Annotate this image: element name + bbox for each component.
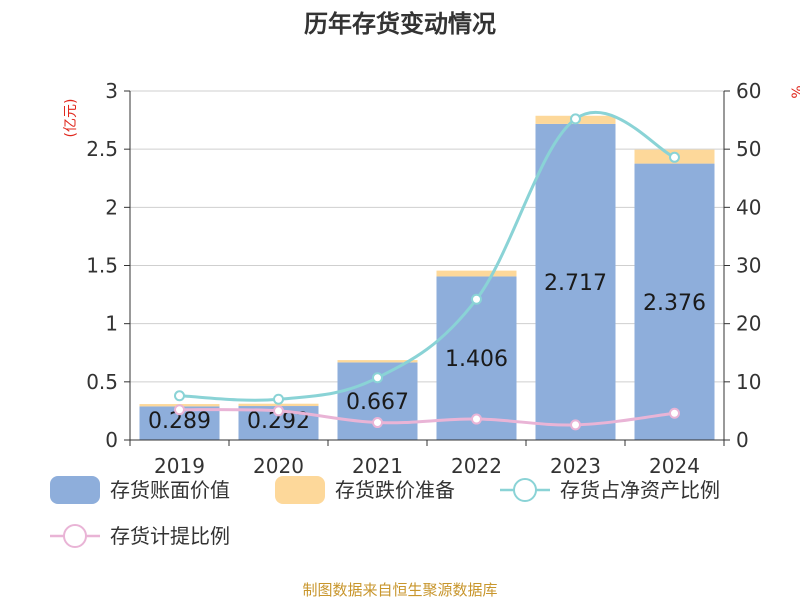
left-tick-label: 1.5	[86, 254, 118, 278]
left-tick-label: 1	[105, 312, 118, 336]
bar-book-value	[634, 163, 715, 441]
legend-swatch	[50, 476, 100, 504]
bar-impairment	[436, 270, 517, 277]
line-provision-ratio-point	[174, 404, 185, 416]
bar-book-value	[535, 123, 616, 440]
line-net-asset-ratio-point	[669, 151, 680, 163]
bar-value-label: 1.406	[445, 347, 508, 372]
lines	[174, 110, 680, 431]
left-tick-label: 2	[105, 195, 118, 219]
line-provision-ratio-point	[372, 417, 383, 429]
right-tick-label: 20	[736, 312, 761, 336]
bar-impairment	[238, 403, 319, 407]
line-provision-ratio	[179, 408, 675, 427]
line-net-asset-ratio-point	[174, 390, 185, 402]
right-tick-label: 60	[736, 79, 761, 103]
bar-impairment	[337, 360, 418, 363]
bar-value-label: 2.376	[643, 291, 706, 316]
legend-swatch	[275, 476, 325, 504]
line-provision-ratio-point	[273, 405, 284, 417]
grid	[130, 90, 724, 383]
left-tick-label: 2.5	[86, 137, 118, 161]
source-note: 制图数据来自恒生聚源数据库	[302, 581, 497, 599]
left-tick-label: 3	[105, 79, 118, 103]
line-provision-ratio-point	[471, 413, 482, 425]
right-tick-label: 50	[736, 137, 761, 161]
x-tick-label: 2024	[649, 454, 700, 478]
x-tick-label: 2021	[352, 454, 403, 478]
x-tick-label: 2022	[451, 454, 502, 478]
legend-marker	[513, 478, 537, 502]
right-tick-label: 40	[736, 195, 761, 219]
line-provision-ratio-point	[669, 407, 680, 419]
x-tick-label: 2019	[154, 454, 205, 478]
left-tick-label: 0.5	[86, 370, 118, 394]
left-axis-unit: (亿元)	[63, 99, 79, 138]
legend-label: 存货账面价值	[110, 478, 230, 502]
legend-label: 存货跌价准备	[335, 478, 455, 502]
bar-value-label: 0.667	[346, 390, 409, 415]
right-axis-unit: %	[790, 85, 800, 98]
line-net-asset-ratio-point	[471, 293, 482, 305]
legend-label: 存货计提比例	[110, 524, 230, 548]
line-net-asset-ratio-point	[372, 372, 383, 384]
line-provision-ratio-point	[570, 419, 581, 431]
line-net-asset-ratio-point	[273, 393, 284, 405]
chart-title: 历年存货变动情况	[304, 10, 496, 38]
x-tick-label: 2020	[253, 454, 304, 478]
right-tick-label: 10	[736, 370, 761, 394]
x-tick-label: 2023	[550, 454, 601, 478]
bar-value-label: 2.717	[544, 271, 607, 296]
legend-label: 存货占净资产比例	[560, 478, 720, 502]
left-tick-label: 0	[105, 428, 118, 452]
bars	[139, 115, 715, 441]
line-net-asset-ratio-point	[570, 113, 581, 125]
right-tick-label: 0	[736, 428, 749, 452]
legend-marker	[63, 524, 87, 548]
right-tick-label: 30	[736, 254, 761, 278]
